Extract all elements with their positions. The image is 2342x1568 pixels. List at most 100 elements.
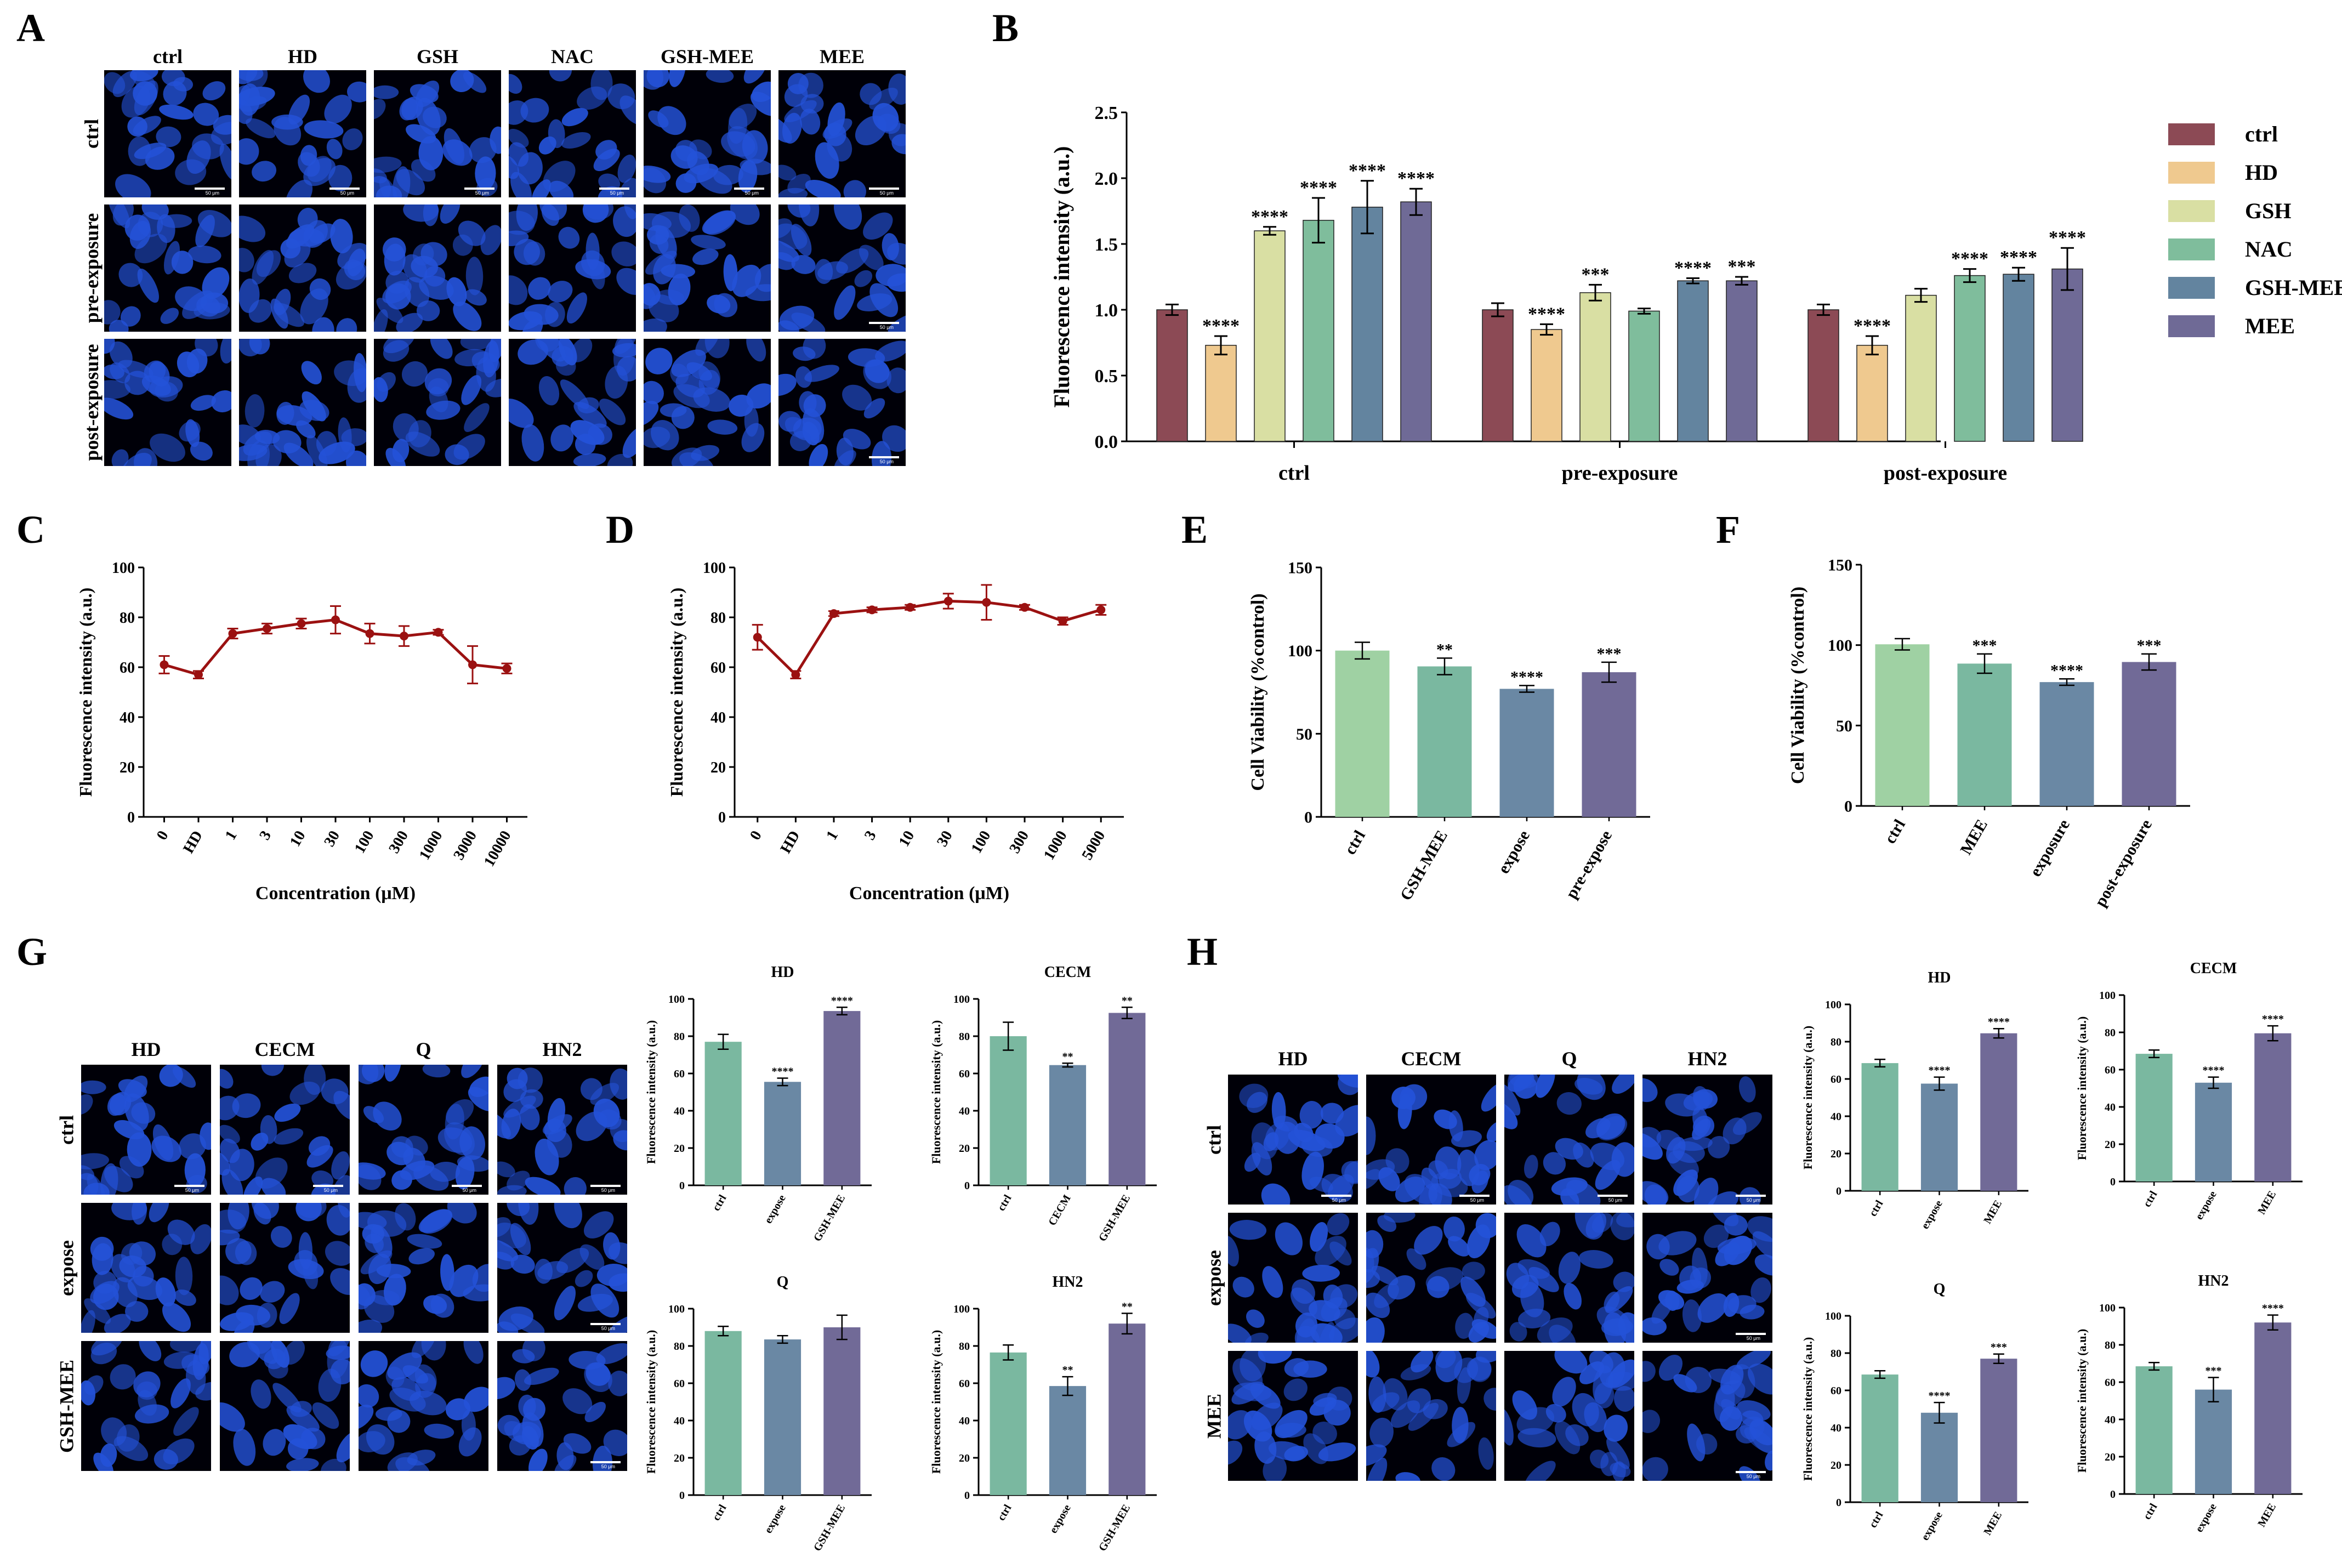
nucleus-blob — [1737, 1400, 1771, 1421]
y-tick-label: 1.5 — [1095, 235, 1118, 255]
nucleus-blob — [239, 215, 266, 242]
y-tick-label: 80 — [2105, 1339, 2116, 1351]
nucleus-blob — [326, 139, 343, 160]
y-tick-label: 40 — [1831, 1422, 1841, 1434]
x-tick-label: ctrl — [1881, 816, 1909, 847]
scale-bar-label: 50 μm — [1746, 1197, 1760, 1203]
nucleus-blob — [592, 1445, 613, 1471]
nucleus-blob — [252, 161, 277, 182]
nucleus-blob — [1683, 1091, 1713, 1111]
nuclei-image — [1366, 1213, 1496, 1343]
column-label-micro_a: MEE — [819, 46, 865, 67]
nucleus-blob — [391, 1136, 413, 1158]
y-axis-label: Fluorescence intensity (a.u.) — [1801, 1337, 1815, 1481]
nuclei-image — [81, 1341, 211, 1471]
nucleus-blob — [1366, 1317, 1385, 1343]
nuclei-image — [497, 1341, 627, 1471]
nucleus-blob — [1604, 1291, 1620, 1312]
scale-bar-label: 50 μm — [1470, 1197, 1484, 1203]
nucleus-blob — [1334, 1308, 1356, 1330]
nucleus-blob — [882, 233, 899, 260]
nucleus-blob — [1504, 1101, 1518, 1129]
nucleus-blob — [134, 448, 158, 466]
scale-bar — [1321, 1195, 1351, 1197]
nucleus-blob — [437, 1127, 473, 1153]
nucleus-blob — [787, 204, 811, 218]
nuclei-image — [644, 339, 771, 466]
nucleus-blob — [603, 1232, 621, 1260]
nucleus-blob — [1262, 1266, 1283, 1298]
y-tick-label: 60 — [959, 1068, 970, 1080]
nucleus-blob — [301, 361, 322, 385]
nucleus-blob — [863, 359, 891, 389]
nucleus-blob — [679, 204, 700, 232]
nucleus-blob — [842, 384, 872, 411]
nucleus-blob — [509, 129, 529, 148]
micrograph-cell — [359, 1203, 488, 1333]
nucleus-blob — [463, 1341, 484, 1364]
nucleus-blob — [1719, 1406, 1743, 1431]
data-point — [434, 628, 443, 637]
micrograph-cell — [644, 339, 771, 466]
y-tick-label: 80 — [2105, 1027, 2116, 1039]
nucleus-blob — [1283, 1378, 1308, 1401]
micrograph-cell: 50 μm — [104, 70, 231, 197]
nucleus-blob — [799, 391, 817, 414]
y-tick-label: 40 — [1831, 1111, 1841, 1123]
nucleus-blob — [644, 213, 672, 231]
nucleus-blob — [1229, 1220, 1267, 1240]
nucleus-blob — [1388, 1275, 1416, 1300]
significance-marker: **** — [1929, 1390, 1951, 1402]
micrograph-cell: 50 μm — [239, 70, 366, 197]
nucleus-blob — [407, 1450, 436, 1466]
x-tick-label: 100 — [351, 828, 378, 856]
nucleus-blob — [509, 155, 519, 179]
nucleus-blob — [1378, 1167, 1400, 1191]
x-tick-label: expose — [2193, 1501, 2219, 1534]
nucleus-blob — [516, 204, 538, 231]
nucleus-blob — [869, 88, 898, 110]
bar-gsh — [1254, 230, 1286, 442]
nucleus-blob — [563, 1433, 592, 1454]
nucleus-blob — [1528, 1266, 1559, 1292]
x-tick-label: MEE — [1981, 1198, 2004, 1226]
nucleus-blob — [139, 1341, 162, 1361]
nucleus-blob — [537, 1261, 569, 1280]
nucleus-blob — [286, 179, 313, 197]
nucleus-blob — [195, 214, 215, 247]
micrograph-cell — [104, 204, 231, 332]
nucleus-blob — [361, 1065, 385, 1082]
bar-gsh — [1579, 292, 1611, 442]
x-axis-label: Concentration (μM) — [255, 883, 416, 904]
legend-label: GSH-MEE — [2245, 275, 2342, 300]
nucleus-blob — [1466, 1357, 1492, 1381]
significance-marker: **** — [1854, 316, 1891, 336]
nucleus-blob — [260, 1281, 285, 1303]
nucleus-blob — [528, 1448, 548, 1471]
nuclei-image — [239, 208, 366, 332]
nucleus-blob — [249, 339, 270, 355]
nucleus-blob — [192, 1343, 209, 1380]
nucleus-blob — [1297, 1318, 1316, 1343]
nucleus-blob — [1228, 1323, 1252, 1343]
panel-label-e: E — [1181, 508, 1208, 552]
nucleus-blob — [1739, 1187, 1761, 1205]
nucleus-blob — [345, 450, 366, 466]
nucleus-blob — [104, 397, 134, 420]
bar — [764, 1339, 801, 1495]
significance-marker: ** — [1062, 1364, 1073, 1376]
chart-title: Q — [1934, 1281, 1946, 1298]
significance-marker: ** — [1122, 995, 1133, 1007]
bar-mee — [2051, 268, 2083, 442]
nucleus-blob — [543, 161, 576, 192]
data-point — [982, 598, 991, 607]
y-tick-label: 20 — [1831, 1148, 1841, 1160]
nucleus-blob — [156, 126, 181, 147]
nucleus-blob — [1246, 1309, 1265, 1328]
scale-bar-label: 50 μm — [879, 325, 894, 330]
nucleus-blob — [1723, 1117, 1747, 1145]
nucleus-blob — [270, 1226, 292, 1248]
nuclei-image — [778, 339, 906, 466]
nucleus-blob — [1323, 1285, 1343, 1309]
nucleus-blob — [510, 172, 532, 197]
